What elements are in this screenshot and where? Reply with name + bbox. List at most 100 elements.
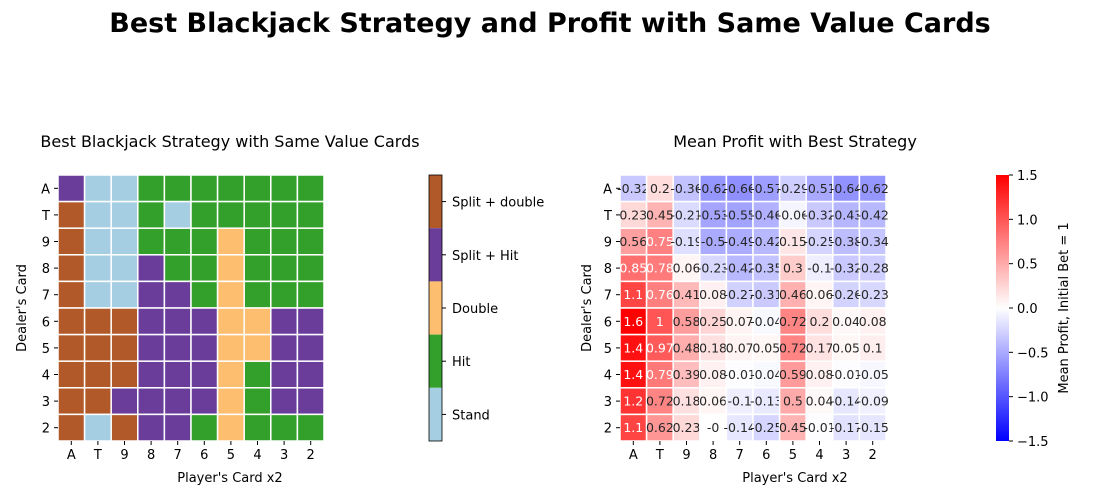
profit-x-tick-label: A — [629, 448, 638, 463]
profit-colorbar-tick-label: −0.5 — [1017, 346, 1049, 361]
strategy-y-tick-label: 7 — [42, 289, 50, 304]
profit-x-tick-label: 6 — [762, 448, 770, 463]
profit-colorbar-tick-label: 0.0 — [1017, 302, 1038, 317]
strategy-cell — [191, 228, 218, 255]
profit-y-tick-label: 9 — [604, 236, 612, 251]
profit-x-tick-label: 7 — [736, 448, 744, 463]
profit-cell-label: 0.72 — [779, 340, 807, 355]
profit-x-tick-label: 2 — [869, 448, 877, 463]
strategy-legend-label: Stand — [452, 408, 490, 423]
profit-x-axis-label: Player's Card x2 — [742, 471, 847, 486]
strategy-cell — [244, 202, 271, 229]
strategy-cell — [244, 308, 271, 335]
profit-x-tick-label: 5 — [789, 448, 797, 463]
profit-colorbar-ticks: 1.5 1.0 0.5 0.0 −0.5 −1.0 −1.5 — [1009, 169, 1049, 450]
strategy-cell — [85, 335, 112, 362]
strategy-cell — [85, 202, 112, 229]
strategy-cell — [138, 255, 165, 282]
strategy-cell — [244, 175, 271, 202]
strategy-y-tick-label: 9 — [42, 236, 50, 251]
strategy-cell — [85, 255, 112, 282]
strategy-x-tick-label: 9 — [120, 448, 128, 463]
profit-y-ticks: AT 9 8 7 6 5 4 3 2 — [603, 182, 620, 436]
strategy-legend-label: Split + double — [452, 196, 544, 211]
profit-chart-title: Mean Profit with Best Strategy — [673, 132, 917, 151]
strategy-cell — [58, 228, 85, 255]
strategy-cell — [218, 228, 245, 255]
profit-colorbar-tick-label: −1.5 — [1017, 435, 1049, 450]
figure-suptitle: Best Blackjack Strategy and Profit with … — [109, 8, 991, 39]
strategy-legend-label: Hit — [452, 355, 470, 370]
strategy-cell — [111, 414, 138, 441]
profit-x-tick-label: 8 — [709, 448, 717, 463]
strategy-cell — [85, 414, 112, 441]
strategy-cell — [191, 281, 218, 308]
profit-cell-label: 0.58 — [673, 314, 701, 329]
strategy-cell — [164, 202, 191, 229]
strategy-cell — [111, 255, 138, 282]
strategy-cell — [297, 388, 324, 415]
strategy-cell — [111, 281, 138, 308]
profit-cell-label: 0.23 — [673, 420, 701, 435]
profit-cell-label: 1.1 — [623, 287, 643, 302]
profit-cell-label: -0.25 — [750, 420, 782, 435]
profit-cell-label: 0.1 — [863, 340, 883, 355]
strategy-x-tick-label: 2 — [307, 448, 315, 463]
profit-cell-label: 1.2 — [623, 394, 643, 409]
strategy-x-tick-label: 3 — [280, 448, 288, 463]
profit-cell-label: -0.32 — [617, 181, 649, 196]
profit-cell-label: 0.78 — [646, 261, 674, 276]
strategy-cell — [164, 414, 191, 441]
profit-cell-label: 0.3 — [783, 261, 803, 276]
strategy-cell — [271, 281, 298, 308]
profit-cell-label: -0.35 — [750, 261, 782, 276]
profit-colorbar-gradient — [996, 175, 1009, 441]
strategy-cell — [85, 228, 112, 255]
strategy-cell — [244, 281, 271, 308]
profit-cell-label: 0.18 — [699, 340, 727, 355]
strategy-cell — [58, 202, 85, 229]
strategy-x-tick-label: 4 — [253, 448, 261, 463]
strategy-x-ticks: A T 9 8 7 6 5 4 3 2 — [67, 441, 315, 463]
strategy-cell — [191, 308, 218, 335]
strategy-cells — [58, 175, 324, 441]
strategy-x-tick-label: 5 — [227, 448, 235, 463]
profit-y-axis-label: Dealer's Card — [580, 264, 595, 352]
profit-cell-label: -0.42 — [857, 207, 889, 222]
strategy-cell — [297, 175, 324, 202]
profit-cell-label: -0.19 — [670, 234, 702, 249]
strategy-cell — [218, 281, 245, 308]
strategy-cell — [111, 228, 138, 255]
strategy-x-tick-label: 7 — [174, 448, 182, 463]
profit-y-tick-label: 8 — [604, 262, 612, 277]
profit-colorbar: 1.51.00.50.0−0.5−1.0−1.5 Mean Profit, In… — [996, 169, 1072, 450]
strategy-cell — [244, 388, 271, 415]
profit-cell-label: 0.08 — [859, 314, 887, 329]
profit-cell-label: 0.97 — [646, 340, 674, 355]
strategy-y-tick-label: 8 — [42, 262, 50, 277]
strategy-cell — [191, 202, 218, 229]
strategy-cell — [218, 308, 245, 335]
profit-cell-label: 1 — [656, 314, 664, 329]
profit-cell-label: -0.05 — [857, 367, 889, 382]
profit-cell-label: 1.6 — [623, 314, 643, 329]
profit-x-tick-label: T — [655, 448, 664, 463]
profit-colorbar-tick-label: 1.5 — [1017, 169, 1038, 184]
strategy-cell — [85, 175, 112, 202]
profit-cell-label: 0.48 — [673, 340, 701, 355]
profit-cell-label: -0.04 — [750, 314, 782, 329]
profit-y-tick-label: 4 — [604, 369, 612, 384]
profit-cell-label: 0.72 — [779, 314, 807, 329]
strategy-cell — [297, 202, 324, 229]
strategy-x-tick-label: A — [67, 448, 76, 463]
strategy-cell — [191, 414, 218, 441]
strategy-x-tick-label: 6 — [200, 448, 208, 463]
strategy-legend-swatch — [429, 228, 442, 281]
profit-cell-label: 0.85 — [619, 261, 647, 276]
profit-cell-label: -0.04 — [750, 367, 782, 382]
strategy-cell — [191, 335, 218, 362]
strategy-legend-label: Split + Hit — [452, 249, 518, 264]
profit-y-tick-label: 3 — [604, 395, 612, 410]
profit-x-tick-label: 3 — [842, 448, 850, 463]
